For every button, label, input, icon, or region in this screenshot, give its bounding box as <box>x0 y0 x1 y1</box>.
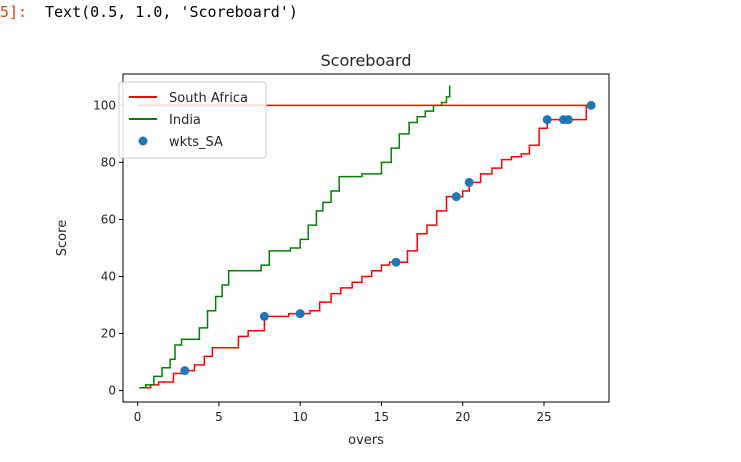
x-axis-label: overs <box>348 433 384 448</box>
wicket-point <box>586 100 596 110</box>
wicket-point <box>451 192 461 202</box>
y-tick-label: 100 <box>93 98 116 112</box>
legend-box <box>118 81 267 159</box>
legend-label: India <box>169 113 201 128</box>
wicket-point <box>259 311 269 321</box>
legend-label: South Africa <box>169 91 248 106</box>
wicket-point <box>464 177 474 187</box>
x-tick-label: 25 <box>536 410 551 424</box>
wicket-point <box>391 257 401 267</box>
series-line-india <box>139 85 451 389</box>
x-tick-label: 20 <box>455 410 470 424</box>
y-axis-label: Score <box>55 220 70 256</box>
x-tick-label: 15 <box>374 410 389 424</box>
chart-title: Scoreboard <box>320 51 411 70</box>
legend-marker <box>138 136 148 146</box>
y-axis: 0 20 40 60 80 100 <box>93 98 123 398</box>
x-tick-label: 5 <box>215 410 223 424</box>
legend: South Africa India wkts_SA <box>118 81 267 159</box>
y-tick-label: 80 <box>101 155 116 169</box>
series-line-south-africa <box>139 104 593 389</box>
x-tick-label: 0 <box>134 410 142 424</box>
y-tick-label: 20 <box>101 327 116 341</box>
output-prompt: 5]: <box>0 3 28 21</box>
wicket-point <box>295 309 305 319</box>
x-tick-label: 10 <box>293 410 308 424</box>
wicket-point <box>563 115 573 125</box>
wicket-point <box>180 366 190 376</box>
y-tick-label: 0 <box>108 384 116 398</box>
axes-frame <box>122 73 610 403</box>
output-text: Text(0.5, 1.0, 'Scoreboard') <box>45 3 298 21</box>
x-axis: 0 5 10 15 20 25 <box>134 402 552 424</box>
y-tick-label: 40 <box>101 270 116 284</box>
y-tick-label: 60 <box>101 212 116 226</box>
wicket-point <box>542 115 552 125</box>
cell-output: 5]: Text(0.5, 1.0, 'Scoreboard') <box>0 0 741 30</box>
legend-label: wkts_SA <box>169 135 223 150</box>
